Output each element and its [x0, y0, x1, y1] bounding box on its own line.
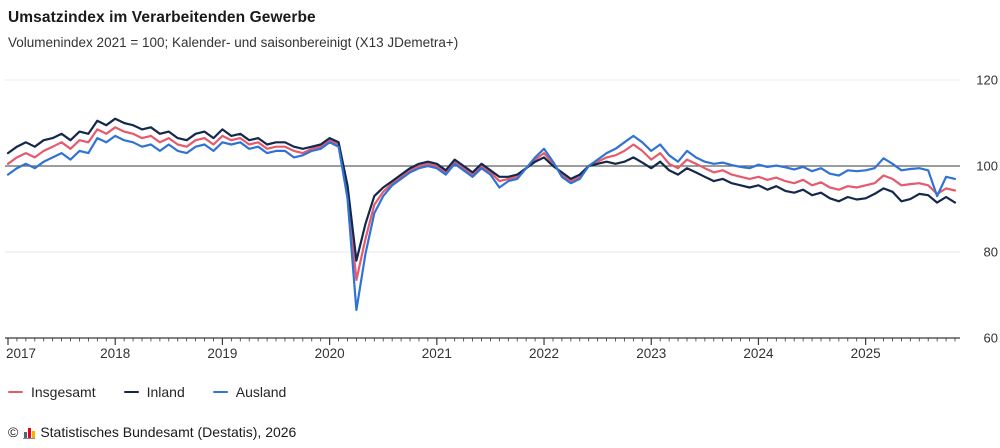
- legend-label: Insgesamt: [31, 384, 96, 400]
- destatis-logo-icon: [23, 425, 36, 439]
- chart-subtitle: Volumenindex 2021 = 100; Kalender- und s…: [8, 35, 459, 50]
- x-tick-label: 2017: [6, 346, 36, 361]
- x-tick-label: 2019: [207, 346, 237, 361]
- x-tick-label: 2022: [529, 346, 559, 361]
- x-tick-label: 2018: [100, 346, 130, 361]
- y-tick-label: 120: [976, 73, 998, 88]
- x-tick-label: 2025: [851, 346, 881, 361]
- legend-item-inland[interactable]: Inland: [123, 384, 185, 400]
- legend-label: Ausland: [235, 384, 287, 400]
- y-tick-label: 100: [976, 159, 998, 174]
- legend-item-insgesamt[interactable]: Insgesamt: [8, 384, 96, 400]
- copyright-symbol: ©: [8, 424, 19, 440]
- x-tick-label: 2021: [422, 346, 452, 361]
- x-tick-label: 2020: [315, 346, 345, 361]
- x-tick-label: 2023: [636, 346, 666, 361]
- legend-line-swatch-ausland: [212, 390, 228, 394]
- legend-label: Inland: [146, 384, 185, 400]
- series-line-inland: [6, 117, 957, 262]
- chart-legend: Insgesamt Inland Ausland: [8, 384, 286, 400]
- legend-line-swatch-inland: [123, 390, 139, 394]
- legend-item-ausland[interactable]: Ausland: [212, 384, 287, 400]
- series-line-ausland: [6, 134, 957, 312]
- source-text: Statistisches Bundesamt (Destatis), 2026: [40, 424, 297, 440]
- series-line-insgesamt: [6, 126, 957, 281]
- legend-line-swatch-insgesamt: [8, 390, 23, 394]
- y-tick-label: 60: [984, 331, 998, 346]
- source-note: © Statistisches Bundesamt (Destatis), 20…: [8, 424, 296, 440]
- chart-title: Umsatzindex im Verarbeitenden Gewerbe: [8, 9, 316, 26]
- y-tick-label: 80: [984, 245, 998, 260]
- x-tick-label: 2024: [743, 346, 774, 361]
